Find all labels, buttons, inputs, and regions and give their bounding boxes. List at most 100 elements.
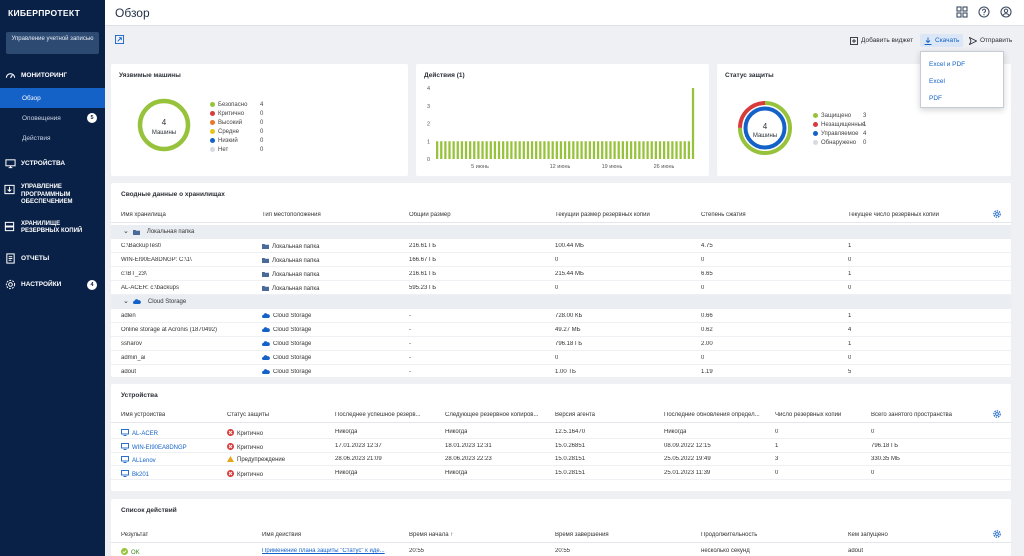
grid-apps-icon[interactable]: [956, 6, 968, 20]
column-header[interactable]: Время завершения: [555, 532, 609, 538]
table-row[interactable]: AL-ACER: c:\backups Локальная папка 595.23…: [111, 281, 1011, 295]
table-row[interactable]: C:\BackupTest\ Локальная папка 216.61 ГБ 10…: [111, 239, 1011, 253]
column-header[interactable]: Текущее число резервных копий: [848, 212, 939, 218]
column-header[interactable]: Имя хранилища: [121, 212, 166, 218]
activity-bar: [625, 141, 629, 159]
table-cell: 28.06.2023 22:23: [445, 456, 492, 462]
table-cell[interactable]: WIN-EI90EA8DNGP: [121, 442, 187, 451]
menu-item-excel[interactable]: Excel: [929, 78, 945, 85]
column-header[interactable]: Последнее успешное резерв...: [335, 412, 421, 418]
nav-item-activities[interactable]: Действия: [0, 128, 105, 148]
nav-reports[interactable]: ОТЧЕТЫ: [0, 250, 105, 268]
table-cell[interactable]: ALLenov: [121, 456, 156, 464]
activity-bar: [436, 141, 439, 159]
nav-settings[interactable]: НАСТРОЙКИ 4: [0, 276, 105, 294]
add-widget-label: Добавить виджет: [861, 37, 914, 44]
table-cell: -: [409, 327, 411, 333]
table-row[interactable]: adout Cloud Storage - 1.00 ТБ 1.19 5: [111, 365, 1011, 379]
table-cell: Локальная папка: [262, 243, 320, 250]
column-header[interactable]: Результат: [121, 532, 149, 538]
table-group-row[interactable]: ⌄ Локальная папка: [111, 225, 1011, 239]
column-header[interactable]: Время начала ↑: [409, 532, 454, 538]
send-button[interactable]: Отправить: [965, 34, 1016, 47]
widget-title: Сводные данные о хранилищах: [121, 191, 225, 198]
legend-swatch: [210, 120, 215, 125]
table-cell: -: [409, 341, 411, 347]
nav-item-overview[interactable]: Обзор: [0, 88, 105, 108]
fullscreen-icon[interactable]: [115, 35, 124, 44]
table-row[interactable]: adlen Cloud Storage - 728.00 КБ 0.66 1: [111, 309, 1011, 323]
table-cell[interactable]: Применение плана защиты "Статус" к иде..…: [262, 548, 385, 554]
table-header: Результат Имя действия Время начала ↑ Время…: [111, 527, 1011, 543]
computer-icon: [121, 429, 132, 437]
menu-item-excel-pdf[interactable]: Excel и PDF: [929, 61, 966, 68]
sort-ascending-icon[interactable]: ↑: [448, 532, 454, 538]
brand-logo: КИБЕРПРОТЕКТ: [8, 8, 81, 18]
table-row[interactable]: ALLenov Предупреждение 28.06.2023 21:09 28.…: [111, 452, 1011, 466]
legend-label: Обнаружено: [821, 139, 857, 146]
table-cell: 2.00: [701, 341, 713, 347]
chevron-down-icon[interactable]: ⌄: [123, 298, 129, 305]
column-header[interactable]: Общий размер: [409, 212, 451, 218]
activity-bar: [506, 141, 509, 159]
activity-bar: [563, 141, 567, 159]
column-header[interactable]: Число резервных копий: [775, 412, 842, 418]
nav-monitoring[interactable]: МОНИТОРИНГ: [0, 66, 105, 84]
column-header[interactable]: Следующее резервное копиров...: [445, 412, 539, 418]
column-settings-gear-icon[interactable]: [993, 210, 1001, 218]
column-header[interactable]: Продолжительность: [701, 532, 758, 538]
column-header[interactable]: Текущий размер резервных копий: [555, 212, 650, 218]
column-header[interactable]: Кем запущено: [848, 532, 888, 538]
x-tick-label: 19 июнь: [602, 164, 623, 170]
table-row[interactable]: ssharov Cloud Storage - 796.18 ГБ 2.00 1: [111, 337, 1011, 351]
table-row[interactable]: AL-ACER Критично Никогда Никогда 12.5.16470 Н…: [111, 425, 1011, 439]
table-cell: 0: [555, 285, 559, 291]
user-account-icon[interactable]: [1000, 6, 1012, 20]
table-group-row[interactable]: ⌄ Cloud Storage: [111, 295, 1011, 309]
legend-swatch: [210, 102, 215, 107]
table-cell[interactable]: AL-ACER: [121, 429, 158, 437]
critical-icon: [227, 442, 237, 451]
table-cell: 20:55: [409, 548, 425, 554]
help-icon[interactable]: [978, 6, 990, 20]
account-management-button[interactable]: Управление учетной записью: [6, 32, 99, 54]
table-cell: 17.01.2023 12:37: [335, 442, 382, 449]
chevron-down-icon[interactable]: ⌄: [123, 228, 129, 235]
column-header[interactable]: Тип местоположения: [262, 212, 321, 218]
activity-bar: [592, 141, 596, 159]
table-row[interactable]: Bk201 Критично Никогда Никогда 15.0.28151 25.…: [111, 466, 1011, 480]
column-header[interactable]: Последние обновления определ...: [664, 412, 760, 418]
table-cell[interactable]: Bk201: [121, 469, 149, 478]
nav-devices[interactable]: УСТРОЙСТВА: [0, 154, 105, 172]
table-row[interactable]: admin_ai Cloud Storage - 0 0 0: [111, 351, 1011, 365]
table-row[interactable]: c:\BT_23\ Локальная папка 216.61 ГБ 215.44 …: [111, 267, 1011, 281]
activity-bar: [555, 141, 558, 159]
table-row[interactable]: WIN-EI90EA8DNGP: C:\1\ Локальная папка 166…: [111, 253, 1011, 267]
nav-item-alerts[interactable]: Оповещения 5: [0, 108, 105, 128]
download-button[interactable]: Скачать: [920, 34, 964, 47]
legend-item: Безопасно 4: [210, 100, 263, 109]
column-header[interactable]: Статус защиты: [227, 412, 270, 418]
cloud-icon: [132, 299, 144, 305]
column-header[interactable]: Имя действия: [262, 532, 302, 538]
nav-software[interactable]: УПРАВЛЕНИЕ ПРОГРАММНЫМ ОБЕСПЕЧЕНИЕМ: [0, 180, 105, 211]
nav-backup-storage[interactable]: ХРАНИЛИЩЕ РЕЗЕРВНЫХ КОПИЙ: [0, 217, 105, 240]
column-settings-gear-icon[interactable]: [993, 410, 1001, 418]
add-widget-button[interactable]: Добавить виджет: [846, 34, 917, 47]
legend-item: Незащищенные 1: [813, 120, 866, 129]
nav-activities-label: Действия: [22, 134, 51, 142]
column-settings-gear-icon[interactable]: [993, 530, 1001, 538]
menu-item-pdf[interactable]: PDF: [929, 95, 942, 102]
column-header[interactable]: Степень сжатия: [701, 212, 746, 218]
activity-bar: [650, 141, 653, 159]
table-row[interactable]: WIN-EI90EA8DNGP Критично 17.01.2023 12:37 1…: [111, 439, 1011, 453]
column-header[interactable]: Версия агента: [555, 412, 596, 418]
activity-bar: [683, 141, 686, 159]
table-cell: 1.19: [701, 369, 713, 375]
storage-summary-widget: Сводные данные о хранилищах Имя хранилищ…: [111, 183, 1011, 379]
activity-bar: [481, 141, 484, 159]
column-header[interactable]: Всего занятого пространства: [871, 412, 952, 418]
table-row[interactable]: Online storage at Acronis (1870492) Cloud…: [111, 323, 1011, 337]
table-row[interactable]: OK Применение плана защиты "Статус" к иде…: [111, 545, 1011, 556]
column-header[interactable]: Имя устройства: [121, 412, 166, 418]
